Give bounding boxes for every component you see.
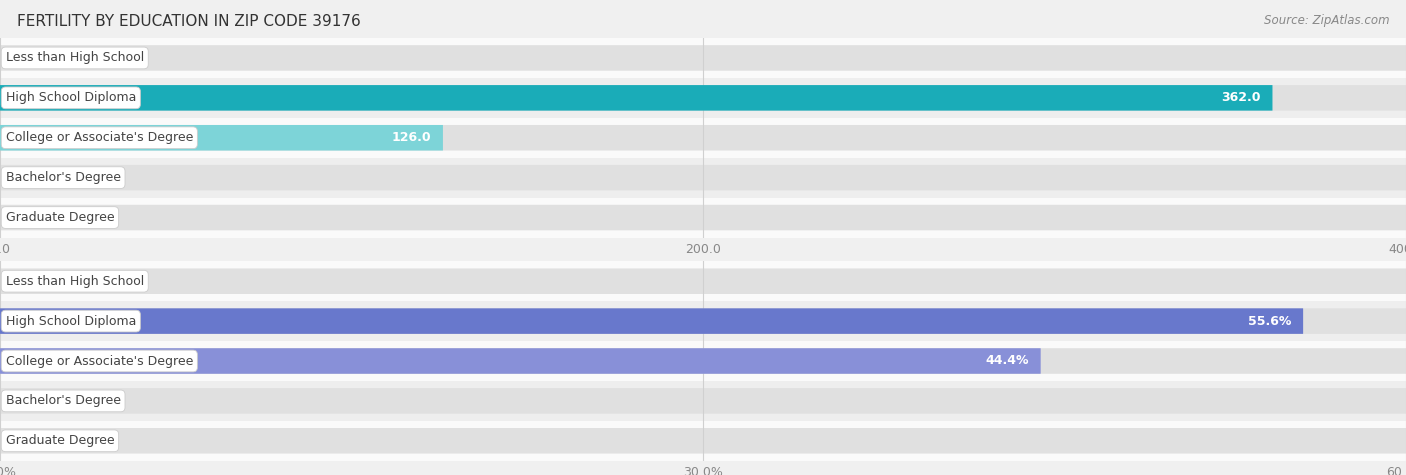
FancyBboxPatch shape [0, 158, 1406, 198]
Text: High School Diploma: High School Diploma [6, 314, 136, 328]
FancyBboxPatch shape [0, 261, 1406, 301]
Text: 0.0%: 0.0% [11, 434, 46, 447]
FancyBboxPatch shape [0, 85, 1272, 111]
Text: Bachelor's Degree: Bachelor's Degree [6, 394, 121, 408]
FancyBboxPatch shape [0, 428, 1406, 454]
FancyBboxPatch shape [0, 125, 1406, 151]
Text: 126.0: 126.0 [392, 131, 432, 144]
FancyBboxPatch shape [0, 268, 1406, 294]
Text: High School Diploma: High School Diploma [6, 91, 136, 104]
FancyBboxPatch shape [0, 125, 443, 151]
FancyBboxPatch shape [0, 388, 1406, 414]
Text: 0.0: 0.0 [11, 211, 34, 224]
Text: Less than High School: Less than High School [6, 275, 143, 288]
FancyBboxPatch shape [0, 78, 1406, 118]
Text: Less than High School: Less than High School [6, 51, 143, 65]
FancyBboxPatch shape [0, 308, 1303, 334]
Text: Bachelor's Degree: Bachelor's Degree [6, 171, 121, 184]
FancyBboxPatch shape [0, 421, 1406, 461]
Text: FERTILITY BY EDUCATION IN ZIP CODE 39176: FERTILITY BY EDUCATION IN ZIP CODE 39176 [17, 14, 360, 29]
Text: Source: ZipAtlas.com: Source: ZipAtlas.com [1264, 14, 1389, 27]
FancyBboxPatch shape [0, 118, 1406, 158]
Text: 0.0%: 0.0% [11, 394, 46, 408]
Text: Graduate Degree: Graduate Degree [6, 211, 114, 224]
FancyBboxPatch shape [0, 341, 1406, 381]
Text: 55.6%: 55.6% [1249, 314, 1292, 328]
Text: 362.0: 362.0 [1222, 91, 1261, 104]
Text: College or Associate's Degree: College or Associate's Degree [6, 354, 193, 368]
FancyBboxPatch shape [0, 381, 1406, 421]
FancyBboxPatch shape [0, 205, 1406, 230]
Text: College or Associate's Degree: College or Associate's Degree [6, 131, 193, 144]
FancyBboxPatch shape [0, 38, 1406, 78]
FancyBboxPatch shape [0, 308, 1406, 334]
Text: 0.0: 0.0 [11, 51, 34, 65]
FancyBboxPatch shape [0, 85, 1406, 111]
FancyBboxPatch shape [0, 198, 1406, 238]
Text: 44.4%: 44.4% [986, 354, 1029, 368]
FancyBboxPatch shape [0, 348, 1040, 374]
Text: 0.0%: 0.0% [11, 275, 46, 288]
FancyBboxPatch shape [0, 45, 1406, 71]
FancyBboxPatch shape [0, 165, 1406, 190]
FancyBboxPatch shape [0, 348, 1406, 374]
Text: 0.0: 0.0 [11, 171, 34, 184]
Text: Graduate Degree: Graduate Degree [6, 434, 114, 447]
FancyBboxPatch shape [0, 301, 1406, 341]
